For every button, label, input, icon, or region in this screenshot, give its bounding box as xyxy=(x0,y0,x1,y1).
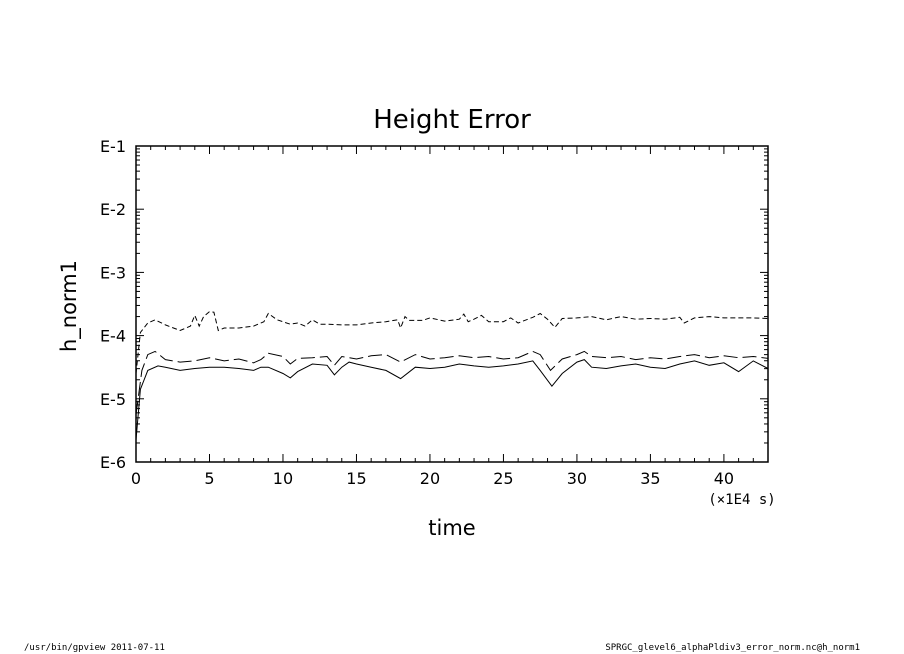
series-line-3 xyxy=(135,359,769,440)
x-tick-label: 20 xyxy=(420,469,440,488)
ticks-layer: 0 5 10 15 20 25 30 35 40 E-1 E-2 E-3 E-4 E-5 E-6 xyxy=(100,137,769,488)
y-tick-label: E-5 xyxy=(100,390,126,409)
x-tick-label: 40 xyxy=(714,469,734,488)
chart-title: Height Error xyxy=(373,105,531,135)
y-tick-label: E-3 xyxy=(100,263,126,282)
x-tick-label: 30 xyxy=(567,469,587,488)
x-tick-label: 5 xyxy=(204,469,214,488)
plot-frame xyxy=(135,145,769,463)
series-line-1 xyxy=(135,311,769,374)
x-tick-label: 35 xyxy=(640,469,660,488)
x-tick-label: 10 xyxy=(273,469,293,488)
x-tick-label: 25 xyxy=(493,469,513,488)
y-axis-label: h_norm1 xyxy=(57,260,82,352)
x-axis-label: time xyxy=(428,516,475,540)
y-tick-label: E-6 xyxy=(100,453,126,472)
series-layer xyxy=(135,311,769,440)
y-tick-label: E-4 xyxy=(100,327,126,346)
x-tick-label: 0 xyxy=(131,469,141,488)
footer-program-date: /usr/bin/gpview 2011-07-11 xyxy=(24,643,165,653)
series-line-2 xyxy=(135,350,769,415)
y-tick-label: E-2 xyxy=(100,200,126,219)
x-tick-label: 15 xyxy=(346,469,366,488)
footer-file-source: SPRGC_glevel6_alphaPldiv3_error_norm.nc@… xyxy=(605,643,860,653)
y-tick-label: E-1 xyxy=(100,137,126,156)
x-axis-unit-label: (×1E4 s) xyxy=(708,492,775,508)
